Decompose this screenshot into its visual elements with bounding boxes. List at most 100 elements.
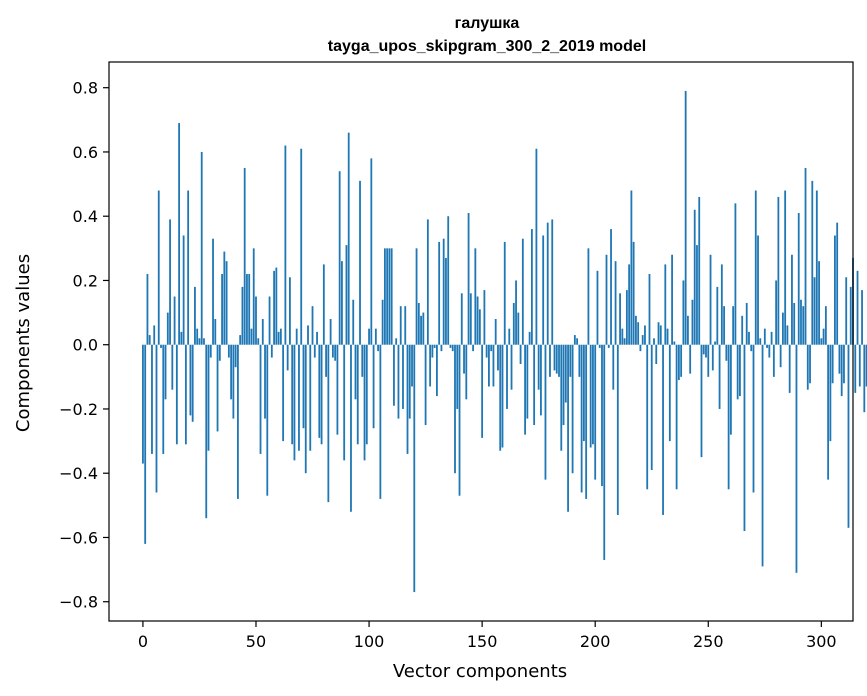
bar [426, 219, 429, 345]
bar [460, 293, 463, 345]
bar [820, 338, 823, 345]
bar [705, 344, 707, 358]
bar [255, 296, 257, 345]
bar [187, 190, 190, 345]
bar [555, 344, 558, 374]
bar [309, 344, 312, 451]
bar [298, 344, 300, 451]
bar [854, 344, 857, 393]
bars-group [142, 90, 867, 593]
bar [191, 344, 194, 422]
bar [316, 331, 318, 345]
bar [331, 344, 334, 358]
bar [350, 344, 352, 512]
bar [345, 245, 348, 345]
bar [797, 212, 800, 345]
bar [463, 344, 465, 374]
bar [616, 344, 619, 515]
bar [720, 264, 723, 345]
bar [578, 344, 581, 377]
bar [818, 261, 820, 345]
bar [540, 344, 542, 416]
bar [381, 299, 384, 345]
bar [433, 344, 436, 348]
bar [320, 344, 323, 445]
y-tick-label: 0.2 [73, 271, 98, 290]
bar [347, 132, 350, 345]
y-axis-label: Components values [13, 254, 34, 432]
y-tick-label: 0.6 [73, 143, 98, 162]
bar [637, 322, 640, 345]
bar [834, 235, 836, 345]
bar [657, 322, 660, 345]
bar [587, 248, 590, 345]
bar [494, 319, 497, 345]
bar [259, 344, 262, 454]
bar [551, 219, 554, 345]
bar [856, 270, 859, 345]
bar [725, 344, 728, 361]
bar [469, 293, 472, 345]
bar [791, 254, 793, 345]
bar [146, 274, 149, 345]
bar [429, 344, 432, 387]
bar [257, 338, 260, 345]
bar [148, 335, 151, 345]
bar [849, 286, 852, 345]
bar [698, 196, 701, 345]
bar [582, 344, 585, 442]
bar [252, 248, 255, 345]
bar [402, 344, 404, 409]
bar [291, 344, 294, 445]
y-tick-label: 0.8 [73, 79, 98, 98]
bar [630, 190, 633, 345]
bar [741, 315, 744, 345]
bar [237, 344, 239, 499]
bar [800, 299, 802, 345]
x-tick-label: 0 [138, 632, 148, 651]
bar [612, 344, 615, 390]
bar [198, 338, 201, 345]
bar [424, 344, 427, 426]
bar [732, 306, 735, 345]
bar [341, 261, 343, 345]
bar [623, 338, 626, 345]
x-tick-label: 300 [806, 632, 837, 651]
bar [592, 344, 594, 445]
bar [829, 344, 832, 442]
bar [709, 254, 712, 345]
bar [214, 319, 217, 345]
bar [865, 344, 867, 387]
bar [759, 338, 762, 345]
bar [659, 325, 662, 345]
bar [417, 302, 420, 345]
bar [166, 312, 169, 345]
bar [766, 344, 768, 348]
bar [863, 344, 866, 413]
bar [173, 296, 176, 345]
bar [727, 344, 730, 490]
bar [763, 328, 766, 345]
x-tick-label: 50 [246, 632, 266, 651]
bar [171, 344, 174, 390]
bar [788, 344, 791, 393]
bar [338, 171, 341, 345]
bar [359, 180, 361, 345]
bar [861, 290, 863, 345]
bar [506, 344, 508, 409]
bar [739, 344, 741, 397]
bar [293, 344, 296, 461]
bar [510, 344, 513, 390]
bar [770, 331, 773, 345]
bar [329, 319, 332, 345]
bar [736, 344, 739, 400]
bar [431, 344, 434, 358]
bar [757, 235, 759, 345]
bar [164, 344, 167, 400]
bar [573, 335, 576, 345]
bar [845, 277, 848, 345]
bar [415, 248, 418, 345]
bar [786, 325, 789, 345]
bar [207, 344, 210, 451]
